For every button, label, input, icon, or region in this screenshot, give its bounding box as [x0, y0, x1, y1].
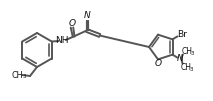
Text: O: O — [69, 19, 76, 28]
Text: Br: Br — [178, 30, 187, 39]
Text: CH: CH — [181, 63, 192, 72]
Text: O: O — [154, 59, 161, 68]
Text: N: N — [177, 54, 184, 63]
Text: CH: CH — [11, 70, 23, 79]
Text: 3: 3 — [191, 51, 194, 56]
Text: NH: NH — [55, 36, 69, 45]
Text: 3: 3 — [23, 74, 26, 79]
Text: CH: CH — [182, 47, 193, 56]
Text: N: N — [83, 11, 90, 20]
Text: 3: 3 — [190, 67, 194, 72]
